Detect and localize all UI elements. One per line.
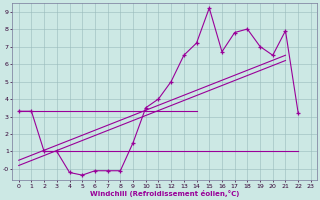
X-axis label: Windchill (Refroidissement éolien,°C): Windchill (Refroidissement éolien,°C): [90, 190, 239, 197]
